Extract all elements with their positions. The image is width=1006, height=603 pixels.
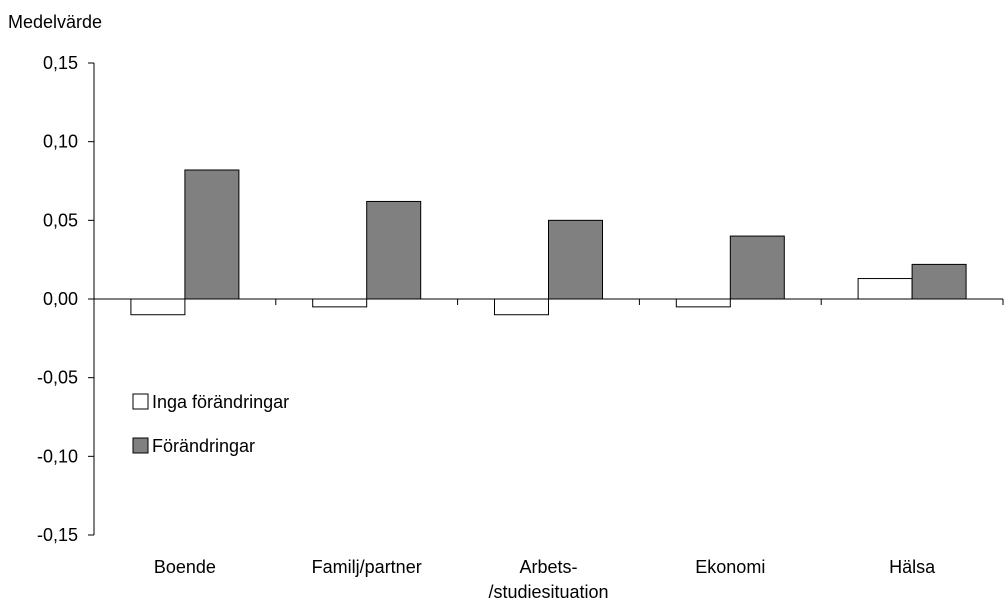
legend-label: Inga förändringar (152, 392, 289, 412)
bar-forandringar (729, 235, 785, 300)
bar-inga-forandringar (857, 278, 913, 300)
bar-inga-forandringar (494, 298, 549, 316)
y-tick-label: 0,05 (43, 210, 78, 230)
bar-forandringar (548, 219, 603, 300)
bar-forandringar (184, 169, 240, 300)
bar-inga-forandringar (130, 298, 186, 316)
legend: Inga förändringar Förändringar (132, 392, 289, 456)
x-category-label: Familj/partner (312, 557, 422, 577)
bars (130, 169, 967, 316)
legend-swatch (132, 393, 149, 410)
y-tick-label: -0,05 (37, 368, 78, 388)
x-category-label: /studiesituation (488, 582, 608, 602)
x-category-label: Ekonomi (695, 557, 765, 577)
y-tick-label: 0,00 (43, 289, 78, 309)
bar-forandringar (366, 200, 422, 300)
bar-forandringar (911, 263, 967, 300)
legend-swatch (132, 437, 149, 454)
x-axis-category-labels: Boende Familj/partner Arbets- /studiesituat… (154, 557, 936, 602)
legend-label: Förändringar (152, 436, 255, 456)
x-category-label: Boende (154, 557, 216, 577)
bar-inga-forandringar (675, 298, 731, 308)
y-axis-title: Medelvärde (8, 12, 102, 32)
y-tick-label: -0,15 (37, 525, 78, 545)
x-category-label: Arbets- (519, 557, 577, 577)
y-tick-label: 0,15 (43, 53, 78, 73)
x-category-label: Hälsa (889, 557, 936, 577)
y-axis-ticks: -0,15 -0,10 -0,05 0,00 0,05 0,10 0,15 (37, 53, 94, 545)
y-tick-label: -0,10 (37, 446, 78, 466)
bar-inga-forandringar (312, 298, 368, 308)
y-tick-label: 0,10 (43, 132, 78, 152)
